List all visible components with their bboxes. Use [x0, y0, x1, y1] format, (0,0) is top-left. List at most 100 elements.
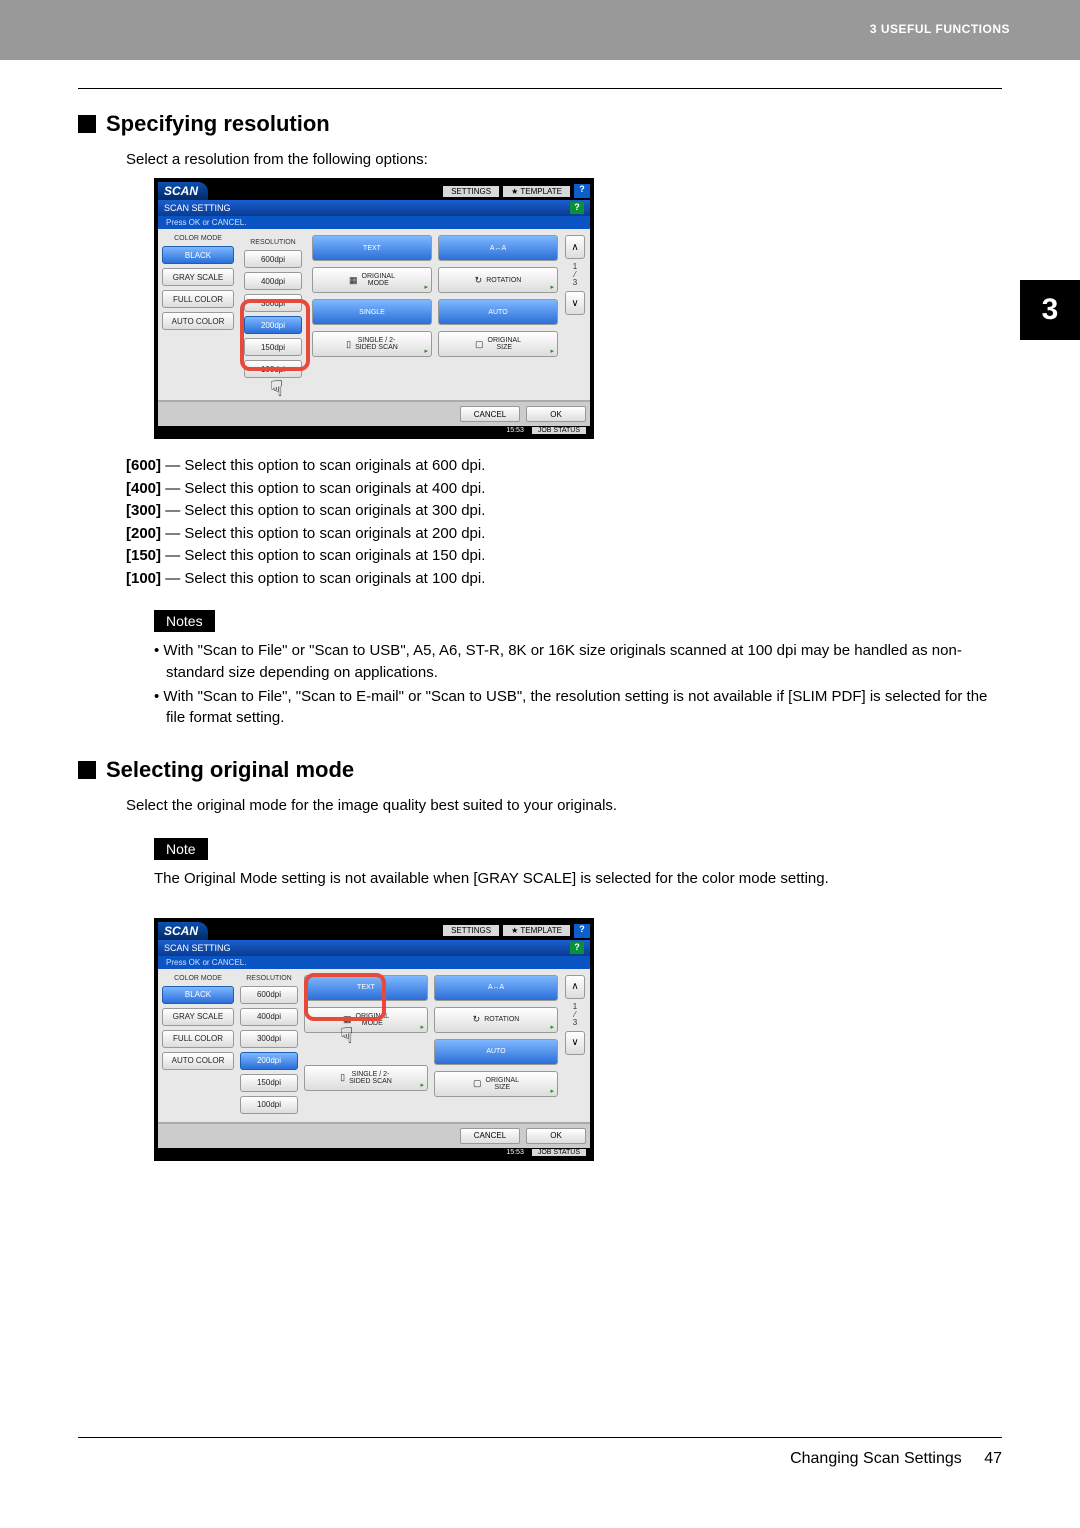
color-fullcolor-button[interactable]: FULL COLOR [162, 290, 234, 308]
settings-button[interactable]: SETTINGS [443, 925, 499, 936]
resolution-label: RESOLUTION [250, 239, 296, 246]
right-options: TEXT ▦ORIGINAL MODE▸ SINGLE ▯SINGLE / 2-… [312, 235, 586, 396]
color-autocolor-button[interactable]: AUTO COLOR [162, 312, 234, 330]
color-black-button[interactable]: BLACK [162, 986, 234, 1004]
page-indicator: 1⁄3 [573, 263, 577, 287]
sided-scan-button[interactable]: ▯SINGLE / 2- SIDED SCAN▸ [304, 1065, 428, 1091]
rotation-icon: ↻ [473, 1014, 481, 1025]
settings-button[interactable]: SETTINGS [443, 186, 499, 197]
original-size-icon: ▢ [475, 339, 484, 350]
res-200-button[interactable]: 200dpi [244, 316, 302, 334]
resolution-column: RESOLUTION 600dpi 400dpi 300dpi 200dpi 1… [240, 975, 298, 1118]
scan-setting-title: SCAN SETTING [164, 943, 231, 953]
res-150-button[interactable]: 150dpi [240, 1074, 298, 1092]
bottom-buttons: CANCEL OK [158, 400, 590, 426]
res-600-button[interactable]: 600dpi [240, 986, 298, 1004]
aa-button[interactable]: A↔A [434, 975, 558, 1001]
resolution-label: RESOLUTION [246, 975, 292, 982]
original-mode-icon: ▦ [349, 275, 358, 286]
footer-title: Changing Scan Settings [790, 1450, 962, 1467]
res-400-button[interactable]: 400dpi [244, 272, 302, 290]
aa-button[interactable]: A↔A [438, 235, 558, 261]
instruction-bar: Press OK or CANCEL. [158, 956, 590, 969]
original-size-button[interactable]: ▢ORIGINAL SIZE▸ [434, 1071, 558, 1097]
color-grayscale-button[interactable]: GRAY SCALE [162, 268, 234, 286]
settings-panel: COLOR MODE BLACK GRAY SCALE FULL COLOR A… [158, 229, 590, 400]
job-status-button[interactable]: JOB STATUS [532, 427, 586, 434]
original-mode-button[interactable]: ▦ORIGINAL MODE▸ [312, 267, 432, 293]
instruction-bar: Press OK or CANCEL. [158, 216, 590, 229]
auto-button[interactable]: AUTO [438, 299, 558, 325]
single-button[interactable]: SINGLE [312, 299, 432, 325]
res-200-button[interactable]: 200dpi [240, 1052, 298, 1070]
res-150-button[interactable]: 150dpi [244, 338, 302, 356]
status-row: 15:53 JOB STATUS [158, 1148, 590, 1157]
color-mode-column: COLOR MODE BLACK GRAY SCALE FULL COLOR A… [162, 235, 234, 396]
page-content: Specifying resolution Select a resolutio… [78, 88, 1002, 1177]
text-button[interactable]: TEXT [304, 975, 428, 1001]
help-icon-2[interactable]: ? [570, 202, 584, 214]
time-label: 15:53 [506, 1149, 524, 1156]
rotation-icon: ↻ [475, 275, 483, 286]
up-arrow-button[interactable]: ∧ [565, 975, 585, 999]
resolution-definitions: [600] — Select this option to scan origi… [126, 455, 1002, 590]
sec1-intro: Select a resolution from the following o… [126, 151, 1002, 168]
cancel-button[interactable]: CANCEL [460, 406, 520, 422]
job-status-button[interactable]: JOB STATUS [532, 1149, 586, 1156]
pointer-icon: ☟ [270, 376, 283, 402]
chapter-tab: 3 [1020, 280, 1080, 340]
rotation-button[interactable]: ↻ROTATION▸ [434, 1007, 558, 1033]
status-row: 15:53 JOB STATUS [158, 426, 590, 435]
top-rule [78, 88, 1002, 89]
page-footer: Changing Scan Settings 47 [78, 1437, 1002, 1468]
square-bullet-icon [78, 115, 96, 133]
res-300-button[interactable]: 300dpi [240, 1030, 298, 1048]
sec2-intro: Select the original mode for the image q… [126, 797, 1002, 814]
color-autocolor-button[interactable]: AUTO COLOR [162, 1052, 234, 1070]
scan-label: SCAN [158, 182, 208, 200]
time-label: 15:53 [506, 427, 524, 434]
down-arrow-button[interactable]: ∨ [565, 1031, 585, 1055]
sided-scan-button[interactable]: ▯SINGLE / 2- SIDED SCAN▸ [312, 331, 432, 357]
original-mode-button[interactable]: ▦ORIGINAL MODE▸ [304, 1007, 428, 1033]
note-body-2: The Original Mode setting is not availab… [154, 868, 1002, 890]
res-600-button[interactable]: 600dpi [244, 250, 302, 268]
up-arrow-button[interactable]: ∧ [565, 235, 585, 259]
cancel-button[interactable]: CANCEL [460, 1128, 520, 1144]
settings-panel: COLOR MODE BLACK GRAY SCALE FULL COLOR A… [158, 969, 590, 1122]
bottom-buttons: CANCEL OK [158, 1122, 590, 1148]
ok-button[interactable]: OK [526, 406, 586, 422]
color-grayscale-button[interactable]: GRAY SCALE [162, 1008, 234, 1026]
notes-label: Notes [154, 610, 215, 632]
device-topbar: SCAN SETTINGS ★ TEMPLATE ? [158, 182, 590, 200]
text-button[interactable]: TEXT [312, 235, 432, 261]
color-fullcolor-button[interactable]: FULL COLOR [162, 1030, 234, 1048]
note-item: With "Scan to File", "Scan to E-mail" or… [154, 686, 1002, 730]
resolution-column: RESOLUTION 600dpi 400dpi 300dpi 200dpi 1… [240, 235, 306, 396]
square-bullet-icon [78, 761, 96, 779]
down-arrow-button[interactable]: ∨ [565, 291, 585, 315]
rotation-button[interactable]: ↻ROTATION▸ [438, 267, 558, 293]
scan-setting-bar: SCAN SETTING ? [158, 940, 590, 956]
template-button[interactable]: ★ TEMPLATE [503, 925, 570, 936]
help-icon-2[interactable]: ? [570, 942, 584, 954]
heading-selecting-original-mode: Selecting original mode [78, 757, 1002, 783]
template-button[interactable]: ★ TEMPLATE [503, 186, 570, 197]
scan-setting-title: SCAN SETTING [164, 203, 231, 213]
res-300-button[interactable]: 300dpi [244, 294, 302, 312]
screenshot-2: SCAN SETTINGS ★ TEMPLATE ? SCAN SETTING … [154, 918, 1002, 1161]
scan-setting-bar: SCAN SETTING ? [158, 200, 590, 216]
ok-button[interactable]: OK [526, 1128, 586, 1144]
heading-text: Selecting original mode [106, 757, 354, 783]
scan-label: SCAN [158, 922, 208, 940]
color-black-button[interactable]: BLACK [162, 246, 234, 264]
note-label-2: Note [154, 838, 208, 860]
res-400-button[interactable]: 400dpi [240, 1008, 298, 1026]
nav-column: ∧ 1⁄3 ∨ [564, 235, 586, 396]
original-size-button[interactable]: ▢ORIGINAL SIZE▸ [438, 331, 558, 357]
screenshot-1: SCAN SETTINGS ★ TEMPLATE ? SCAN SETTING … [154, 178, 1002, 439]
help-icon[interactable]: ? [574, 184, 590, 198]
auto-button[interactable]: AUTO [434, 1039, 558, 1065]
res-100-button[interactable]: 100dpi [240, 1096, 298, 1114]
help-icon[interactable]: ? [574, 924, 590, 938]
